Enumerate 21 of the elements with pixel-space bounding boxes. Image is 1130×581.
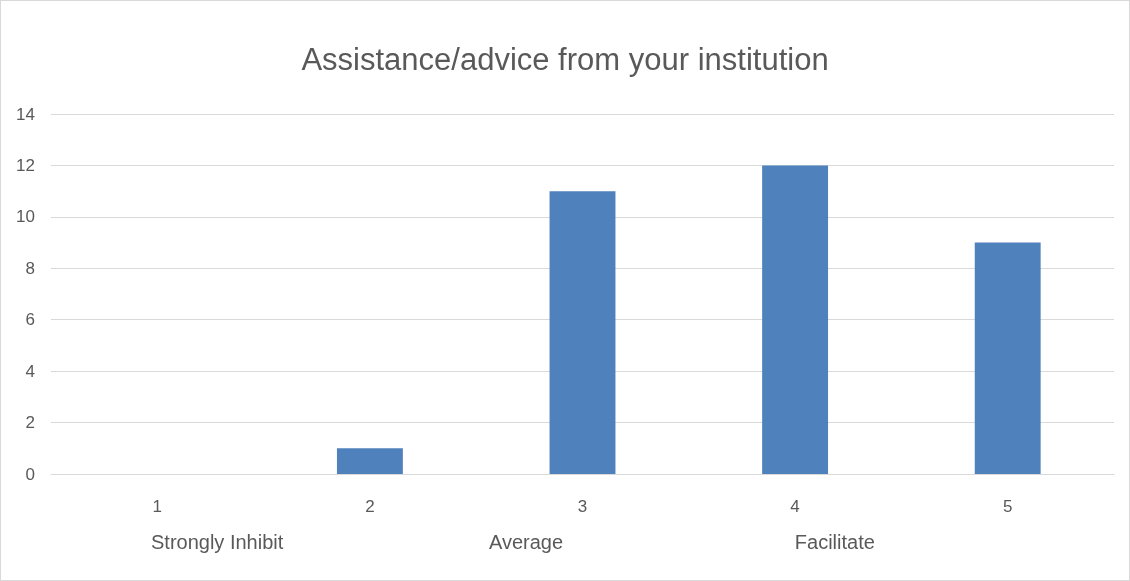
- bar: [762, 165, 829, 474]
- x-tick-label: 4: [790, 497, 800, 516]
- y-tick-label: 0: [25, 464, 35, 484]
- bar: [336, 448, 403, 474]
- x-tick-label: 1: [152, 497, 163, 516]
- y-tick-label: 8: [25, 258, 35, 278]
- text: Strongly Inhibit: [150, 531, 284, 553]
- text: Facilitate: [794, 531, 875, 553]
- y-tick-label: 4: [25, 361, 35, 381]
- text: Average: [488, 531, 564, 553]
- y-tick-label: 6: [25, 310, 35, 330]
- y-tick-label: 10: [16, 207, 35, 227]
- bar: [974, 242, 1041, 474]
- y-tick-label: 2: [25, 413, 35, 433]
- x-tick-label: 3: [577, 497, 588, 516]
- y-tick-label: 14: [16, 104, 35, 124]
- x-tick-label: 5: [1002, 497, 1013, 516]
- bar: [549, 191, 616, 474]
- x-tick-label: 2: [365, 497, 375, 516]
- chart-title: Assistance/advice from your institution: [301, 42, 829, 77]
- y-tick-label: 12: [16, 155, 35, 175]
